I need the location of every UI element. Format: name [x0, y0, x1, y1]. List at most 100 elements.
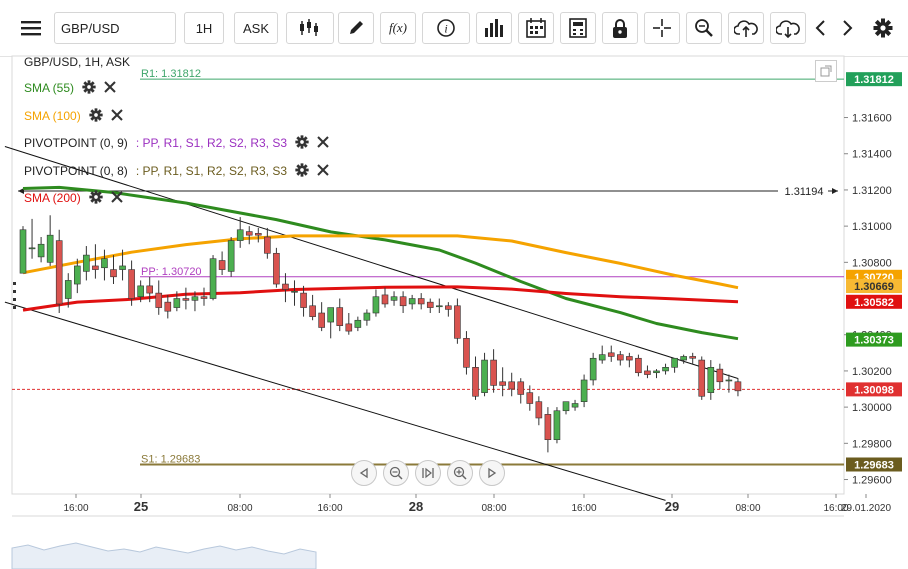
scroll-left-icon	[358, 467, 370, 479]
candle-body	[327, 307, 335, 323]
close-icon[interactable]	[110, 191, 123, 207]
candlestick-type-button[interactable]	[286, 12, 334, 44]
candle	[83, 246, 90, 281]
candle	[472, 356, 479, 400]
gear-icon[interactable]	[89, 108, 103, 126]
marker-arrow-left	[18, 188, 24, 195]
candle-body	[535, 401, 543, 419]
calculator-icon	[569, 18, 587, 38]
close-icon[interactable]	[110, 109, 123, 125]
price-tag: 1.31812	[846, 72, 902, 87]
gear-icon[interactable]	[295, 135, 309, 153]
candle	[698, 356, 706, 400]
gear-icon[interactable]	[89, 190, 103, 208]
candle	[264, 227, 271, 259]
legend-item[interactable]: GBP/USD, 1H, ASK	[24, 54, 130, 70]
candle	[282, 273, 289, 303]
candle-body	[92, 265, 99, 270]
price-tag-label: 1.30669	[854, 281, 894, 293]
lock-icon	[613, 19, 627, 38]
legend-item[interactable]: PIVOTPOINT (0, 8): PP, R1, S1, R2, S2, R…	[24, 163, 329, 181]
zoom-in-button[interactable]	[447, 460, 473, 486]
candle	[571, 399, 579, 411]
candle-body	[28, 247, 36, 250]
scroll-left-button[interactable]	[351, 460, 377, 486]
price-tag-label: 1.30098	[854, 384, 894, 396]
price-tick-label: 1.31400	[852, 149, 892, 161]
candle-body	[110, 269, 117, 278]
candle-body	[128, 269, 135, 299]
candle	[616, 351, 624, 366]
close-icon[interactable]	[104, 81, 116, 97]
price-type-selector[interactable]: ASK	[234, 12, 278, 44]
cloud-download-button[interactable]	[770, 12, 806, 44]
candle-body	[182, 298, 190, 301]
calendar-button[interactable]	[518, 12, 554, 44]
pause-play-button[interactable]	[415, 460, 441, 486]
symbol-label: GBP/USD	[61, 20, 120, 36]
marker-label-bg	[778, 184, 828, 199]
candle	[327, 307, 335, 339]
legend-label: PIVOTPOINT (0, 8)	[24, 164, 128, 179]
candle	[544, 407, 552, 453]
time-tick-label: 08:00	[227, 503, 252, 514]
candle-body	[336, 307, 344, 326]
candle-body	[191, 296, 199, 301]
legend-item[interactable]: PIVOTPOINT (0, 9): PP, R1, S1, R2, S2, R…	[24, 135, 329, 153]
function-button[interactable]: f(x)	[380, 12, 416, 44]
candle	[173, 291, 181, 312]
gear-icon[interactable]	[295, 163, 309, 181]
candle-body	[264, 236, 271, 254]
gear-icon	[873, 18, 893, 38]
volume-button[interactable]	[476, 12, 512, 44]
scroll-forward-button[interactable]	[836, 12, 860, 44]
close-icon[interactable]	[317, 136, 329, 152]
candle	[37, 236, 45, 263]
candle-body	[671, 357, 678, 368]
scroll-right-button[interactable]	[479, 460, 505, 486]
candle-body	[445, 305, 452, 310]
legend-label: GBP/USD, 1H, ASK	[24, 55, 131, 69]
zoom-out-button[interactable]	[383, 460, 409, 486]
candle	[526, 385, 534, 411]
zoom-button[interactable]	[686, 12, 722, 44]
price-tick-label: 1.30800	[852, 257, 892, 269]
candle	[55, 229, 63, 314]
price-tick-label: 1.30200	[852, 366, 892, 378]
time-tick-label: 28	[409, 499, 423, 514]
hamburger-menu-icon[interactable]	[14, 12, 48, 44]
candle-body	[46, 234, 54, 263]
info-button[interactable]: i	[422, 12, 470, 44]
scroll-back-button[interactable]	[808, 12, 832, 44]
scroll-right-icon	[486, 467, 498, 479]
timeframe-selector[interactable]: 1H	[184, 12, 224, 44]
plot-area	[11, 55, 845, 495]
candle	[725, 374, 733, 393]
candle-body	[19, 229, 27, 274]
marker-label: 1.31194	[785, 186, 824, 198]
legend-item[interactable]: SMA (55)	[24, 80, 116, 98]
candle-body	[209, 258, 217, 299]
candle	[589, 352, 597, 386]
pivot-s1-label: S1: 1.29683	[141, 453, 200, 465]
candle-body	[164, 301, 172, 312]
legend-item[interactable]: SMA (100)	[24, 108, 123, 126]
legend-item[interactable]: SMA (200)	[24, 190, 123, 208]
lock-button[interactable]	[602, 12, 638, 44]
crosshair-icon	[653, 19, 671, 37]
symbol-selector[interactable]: GBP/USD	[54, 12, 176, 44]
cloud-upload-button[interactable]	[728, 12, 764, 44]
maximize-icon[interactable]	[815, 60, 837, 82]
close-icon[interactable]	[317, 164, 329, 180]
candle-body	[644, 370, 651, 375]
calculator-button[interactable]	[560, 12, 596, 44]
gear-icon[interactable]	[82, 80, 96, 98]
chevron-left-icon	[815, 20, 825, 36]
draw-button[interactable]	[338, 12, 374, 44]
settings-button[interactable]	[868, 12, 898, 44]
handle-dot	[13, 282, 16, 285]
candle-body	[517, 381, 525, 395]
time-tick-label: 25	[134, 499, 148, 514]
crosshair-button[interactable]	[644, 12, 680, 44]
